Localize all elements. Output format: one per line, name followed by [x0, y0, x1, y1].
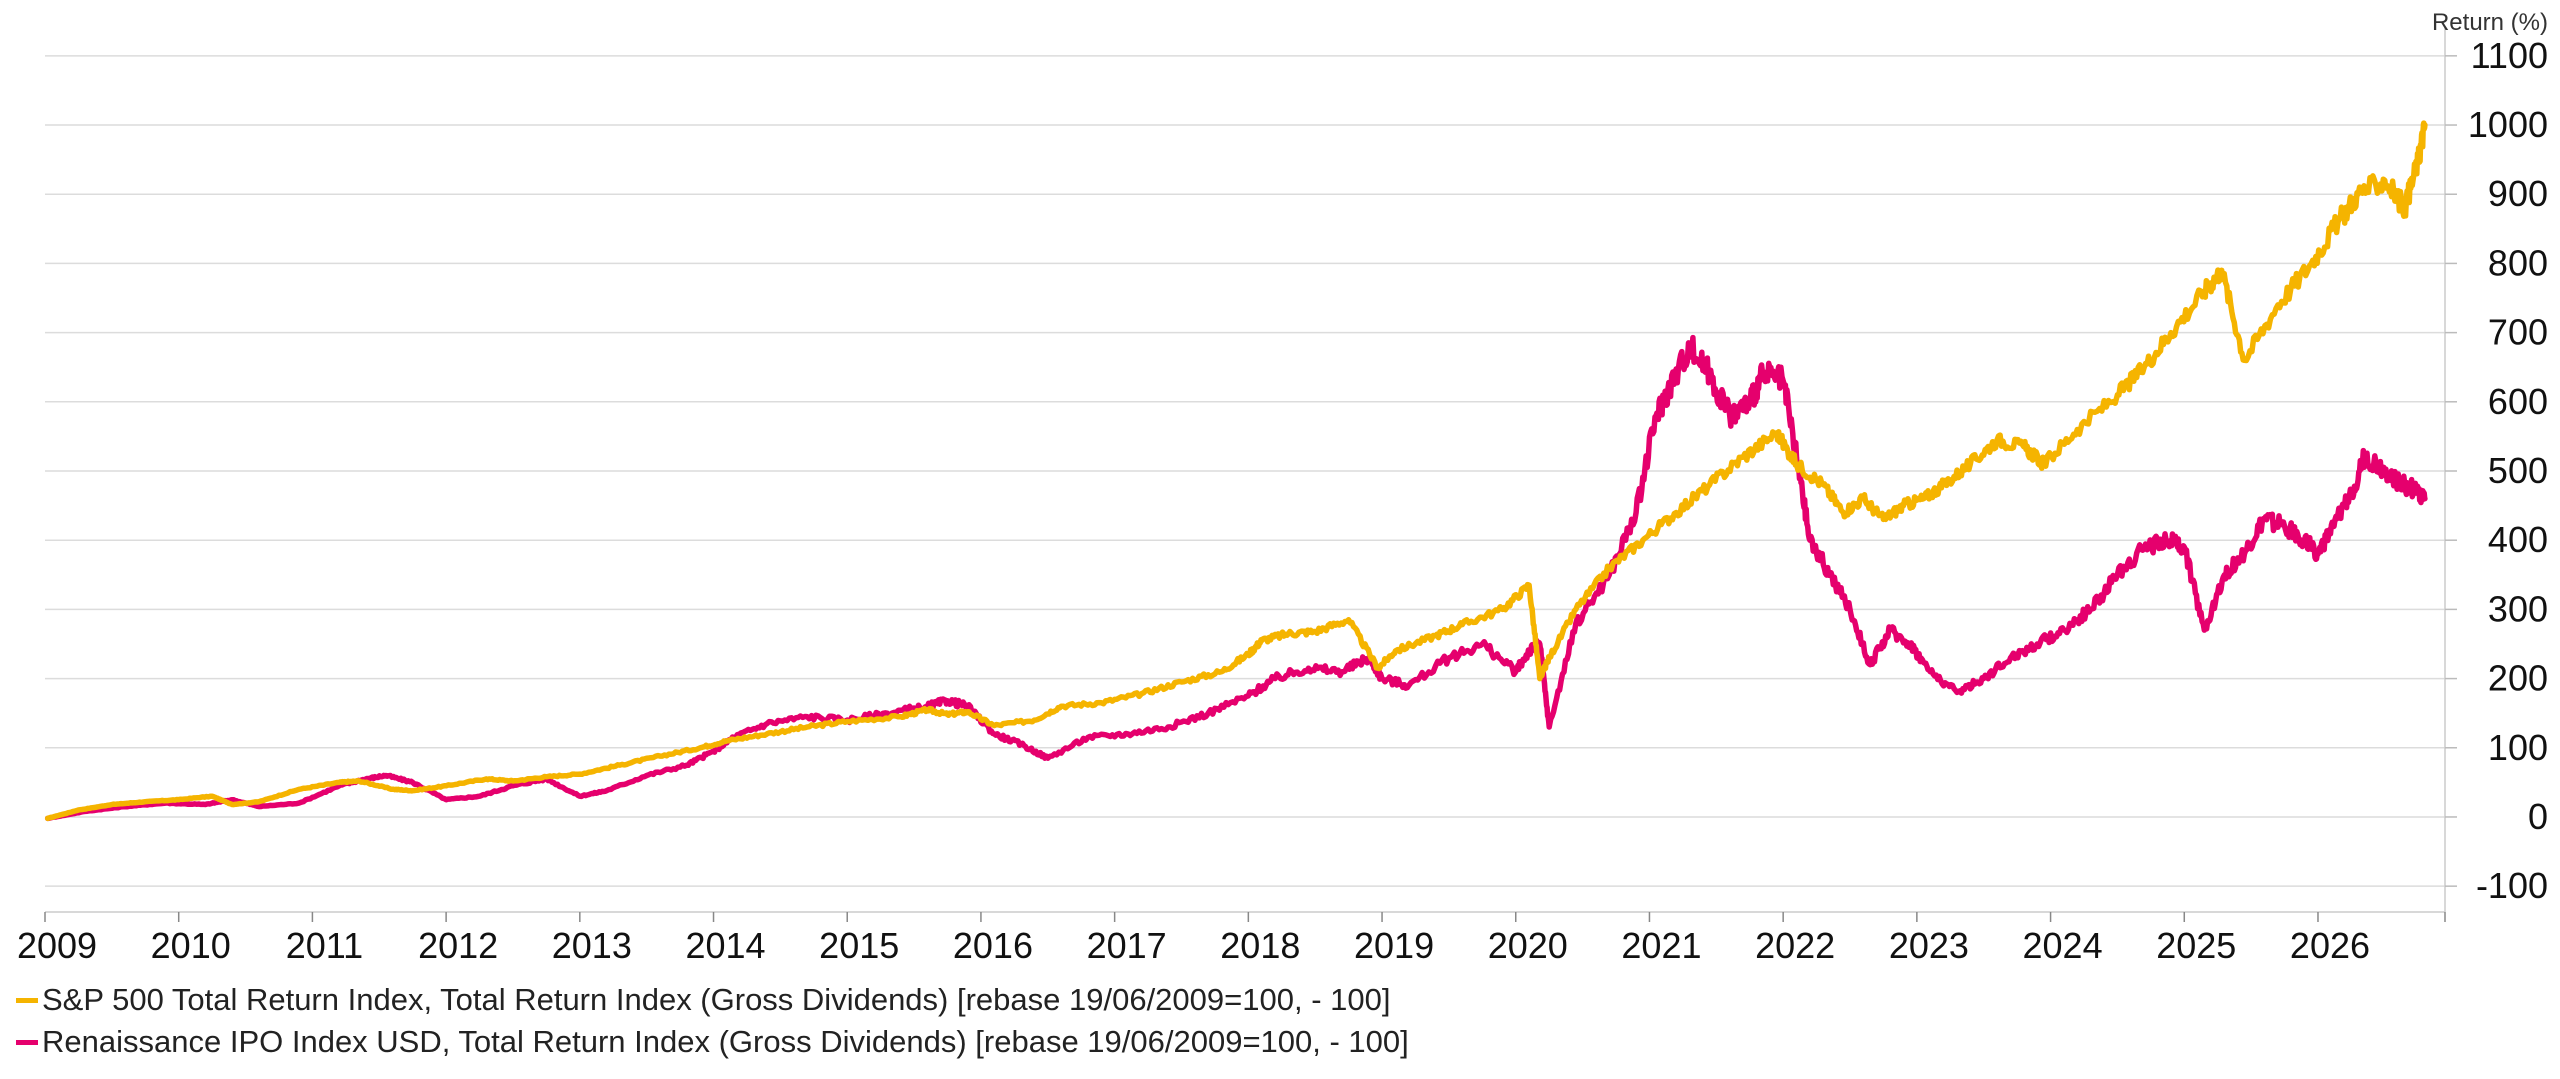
gridlines [45, 55, 2445, 887]
series-lines [44, 120, 2428, 822]
y-tick-label: -100 [2476, 865, 2548, 906]
axes [45, 28, 2446, 913]
x-tick-label: 2023 [1889, 925, 1969, 966]
y-tick-label: 900 [2488, 173, 2548, 214]
x-tick-label: 2016 [953, 925, 1033, 966]
x-tick-label: 2010 [151, 925, 231, 966]
x-tick-label: 2017 [1087, 925, 1167, 966]
x-tick-label: 2024 [2023, 925, 2103, 966]
x-tick-label: 2009 [17, 925, 97, 966]
y-tick-label: 300 [2488, 588, 2548, 629]
x-tick-label: 2015 [819, 925, 899, 966]
y-tick-label: 400 [2488, 519, 2548, 560]
series-line-sp500 [44, 120, 2428, 822]
x-tick-label: 2020 [1488, 925, 1568, 966]
x-tick-label: 2022 [1755, 925, 1835, 966]
x-tick-label: 2019 [1354, 925, 1434, 966]
y-tick-label: 0 [2528, 796, 2548, 837]
y-tick-label: 100 [2488, 727, 2548, 768]
x-tick-label: 2025 [2156, 925, 2236, 966]
x-tick-label: 2026 [2290, 925, 2370, 966]
x-tick-label: 2012 [418, 925, 498, 966]
y-axis-unit-label: Return (%) [2432, 9, 2548, 36]
legend-label: S&P 500 Total Return Index, Total Return… [42, 982, 1390, 1017]
x-tick-label: 2018 [1220, 925, 1300, 966]
legend-swatch [16, 1040, 38, 1045]
x-tick-label: 2013 [552, 925, 632, 966]
y-tick-label: 200 [2488, 658, 2548, 699]
legend-label: Renaissance IPO Index USD, Total Return … [42, 1024, 1409, 1059]
y-tick-label: 800 [2488, 242, 2548, 283]
x-tick-label: 2014 [685, 925, 765, 966]
y-tick-label: 500 [2488, 450, 2548, 491]
legend: S&P 500 Total Return Index, Total Return… [16, 982, 1409, 1059]
x-axis-ticks: 2009 2010 2011 2012 2013 2014 2015 2016 2017 2018… [17, 912, 2446, 966]
y-tick-label: 1000 [2468, 104, 2548, 145]
x-tick-label: 2021 [1621, 925, 1701, 966]
y-tick-label: 700 [2488, 312, 2548, 353]
x-tick-label: 2011 [286, 925, 363, 966]
y-tick-label: 600 [2488, 381, 2548, 422]
series-line-renaissance-ipo [44, 334, 2428, 822]
y-axis-ticks: -100 0 100 200 300 400 500 600 700 800 900 1000 1100 [2445, 35, 2548, 906]
legend-swatch [16, 998, 38, 1003]
y-tick-label: 1100 [2471, 35, 2548, 76]
